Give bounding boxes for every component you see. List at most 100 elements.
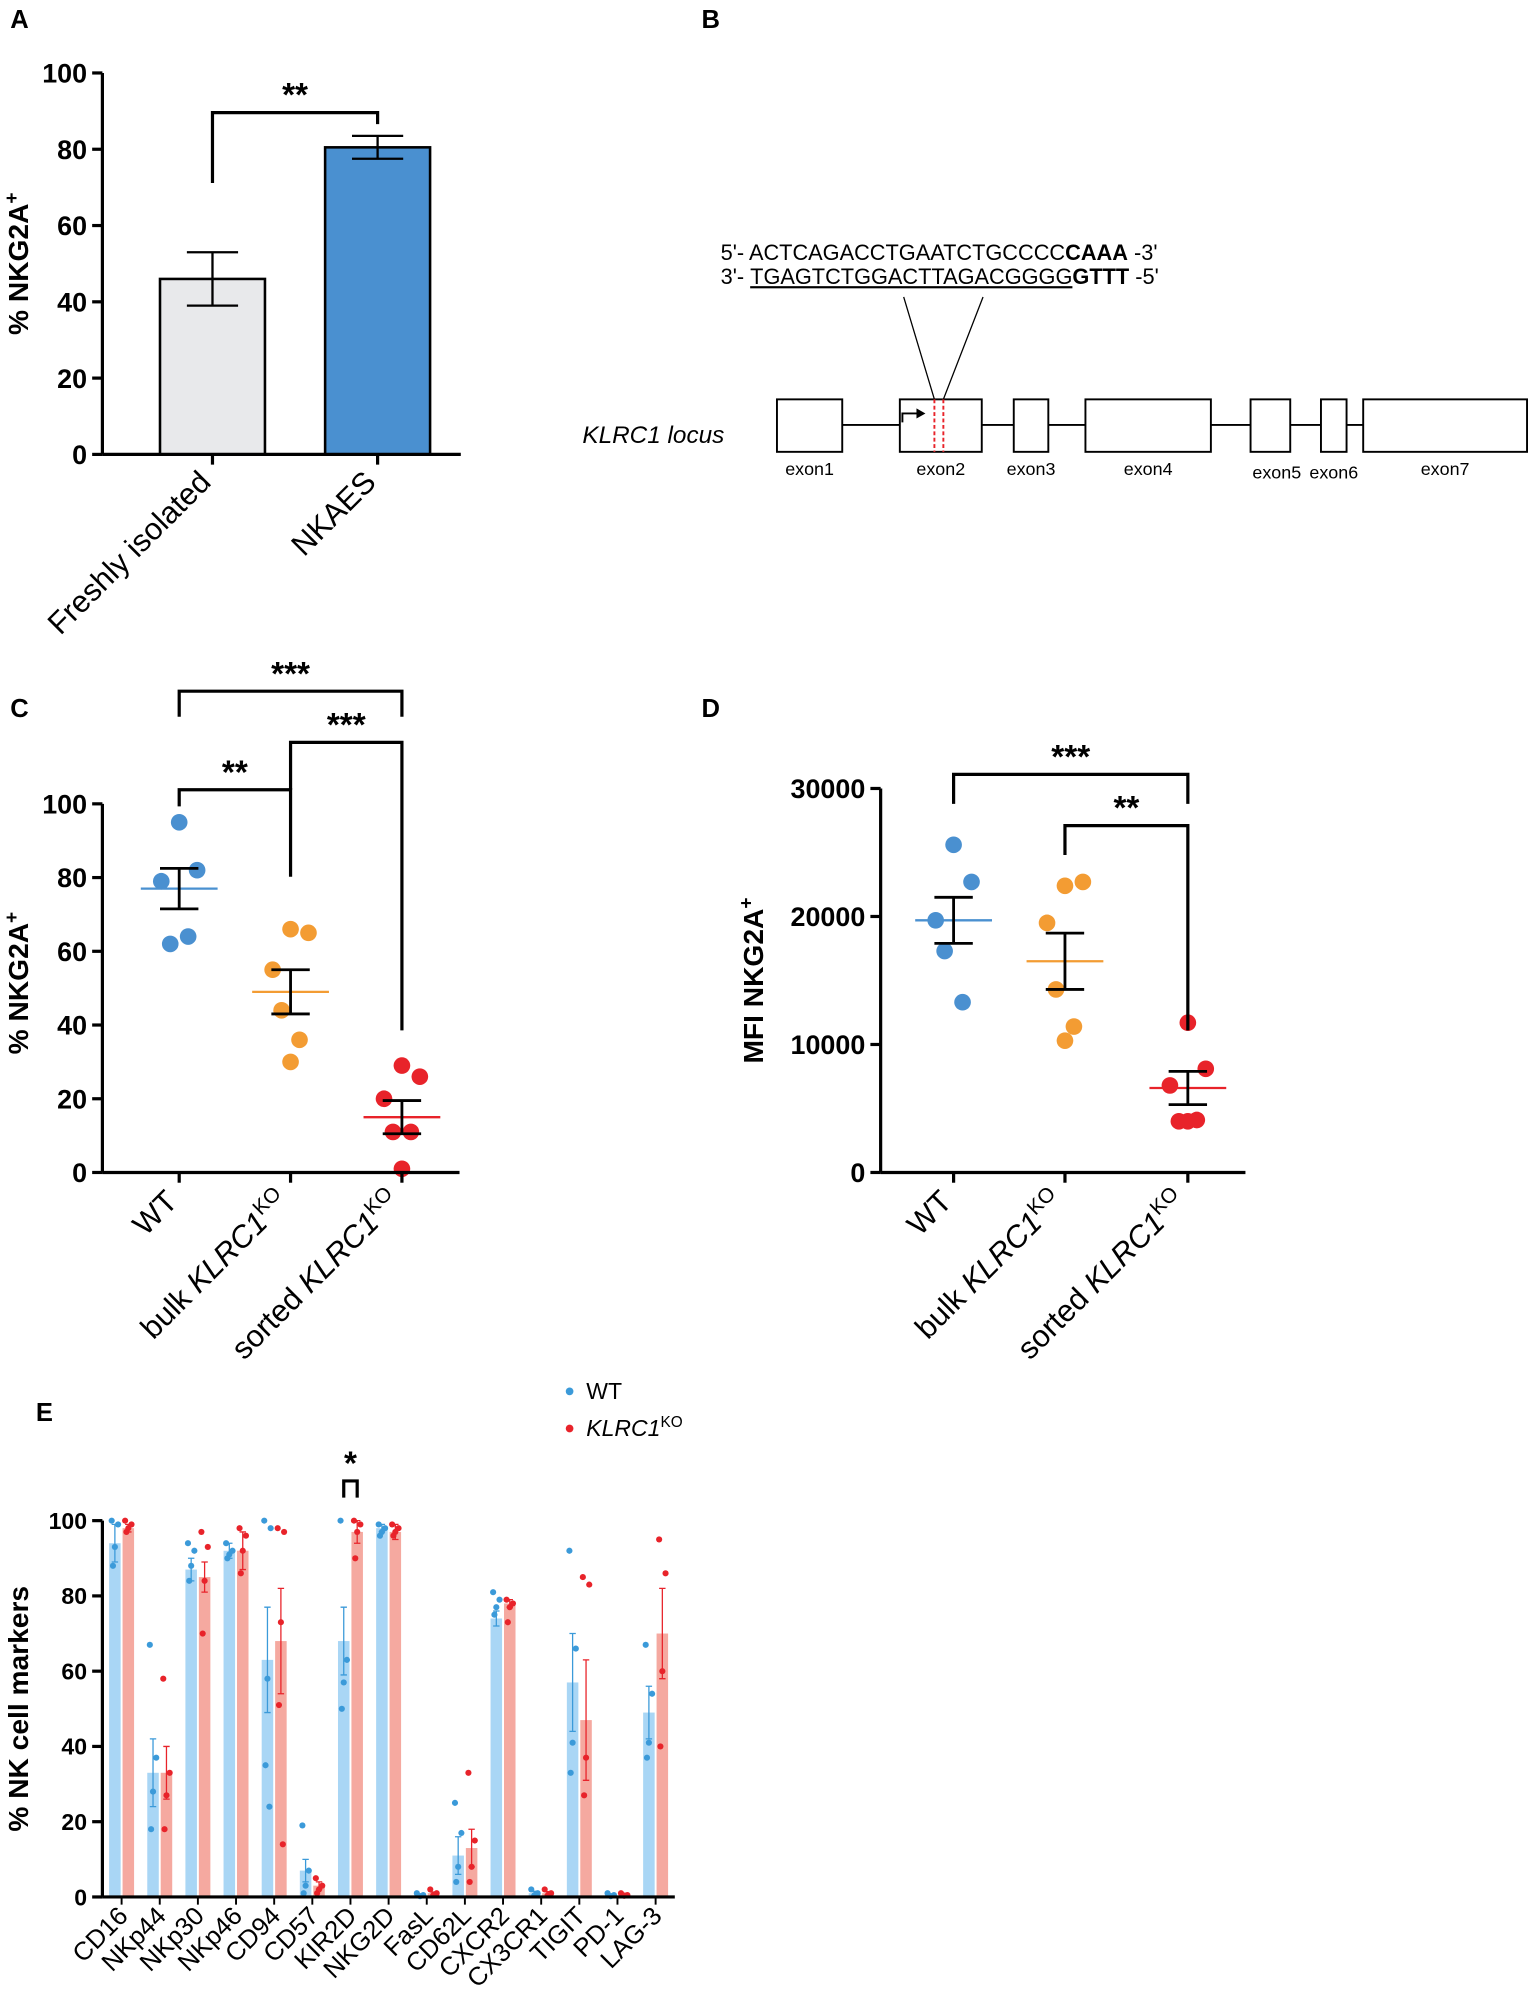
data-point [149, 1788, 157, 1795]
data-point [567, 1769, 574, 1776]
data-point [198, 1528, 205, 1536]
data-point [1038, 914, 1056, 932]
exon-label: exon7 [1421, 459, 1470, 479]
y-tick-label: 100 [42, 790, 87, 820]
bar [465, 1848, 478, 1897]
exon-label: exon3 [1007, 459, 1056, 479]
y-tick-label: 20000 [791, 902, 866, 932]
y-tick-label: 0 [850, 1158, 865, 1188]
data-point [963, 873, 980, 891]
bar [351, 1531, 363, 1897]
data-point [350, 1517, 358, 1524]
data-point [493, 1604, 500, 1611]
data-point [204, 1543, 211, 1551]
exon-box [898, 398, 983, 453]
y-axis-label: % NKG2A+ [2, 912, 34, 1055]
data-point [566, 1547, 573, 1554]
tss-arrow [901, 412, 922, 423]
data-point [122, 1517, 129, 1524]
data-point [528, 1886, 535, 1893]
y-axis-label-sup: + [737, 897, 758, 908]
data-point [352, 1555, 359, 1562]
exon-box [1012, 398, 1050, 453]
sem-bar [271, 968, 310, 1016]
error-bar [352, 134, 404, 160]
data-point [642, 1641, 649, 1648]
exon-label: exon2 [916, 459, 965, 479]
bar [376, 1528, 388, 1897]
exon-box [1362, 398, 1528, 453]
data-point [945, 836, 962, 854]
data-point [239, 1547, 246, 1554]
data-point [188, 1562, 195, 1569]
data-point [504, 1619, 511, 1626]
significance-bracket [177, 788, 293, 877]
data-point [201, 1577, 208, 1584]
y-tick-label: 0 [72, 440, 87, 470]
data-point [153, 1754, 160, 1761]
data-point [1197, 1060, 1215, 1078]
legend-label-sup: KO [660, 1414, 682, 1431]
data-point [109, 1562, 117, 1569]
panel-letter: C [10, 695, 28, 723]
y-tick-label: 60 [61, 1658, 87, 1684]
data-point [148, 1826, 155, 1833]
data-point [458, 1829, 465, 1837]
bar [504, 1603, 516, 1897]
data-point [305, 1867, 312, 1874]
data-point [1161, 1077, 1179, 1094]
legend-marker [565, 1387, 574, 1396]
data-point [453, 1878, 460, 1885]
locus-label: KLRC1 locus [582, 422, 724, 449]
data-point [465, 1769, 472, 1776]
data-point [170, 813, 188, 831]
data-point [466, 1878, 473, 1885]
exon-label: exon1 [785, 459, 834, 479]
sem-bar [1168, 1069, 1208, 1107]
data-point [343, 1656, 351, 1663]
sequence-part: -5' [1129, 264, 1159, 289]
error-bar [163, 1745, 170, 1800]
bar [656, 1633, 669, 1897]
panel-letter: A [10, 6, 28, 34]
y-axis-label: % NKG2A+ [2, 192, 34, 335]
significance-bracket [288, 740, 404, 1031]
data-point [503, 1596, 510, 1603]
data-point [411, 1068, 429, 1085]
data-point [649, 1690, 656, 1697]
bar [185, 1569, 197, 1897]
y-axis-label-sup: + [2, 912, 23, 923]
error-bar [186, 251, 239, 307]
data-point [569, 1739, 576, 1746]
y-tick-label: 60 [57, 211, 87, 241]
data-point [199, 1630, 206, 1637]
data-point [264, 1675, 271, 1682]
data-point [656, 1536, 663, 1543]
y-tick-label: 60 [57, 937, 87, 967]
sem-bar [1045, 931, 1085, 991]
data-point [389, 1521, 396, 1528]
bar [566, 1682, 579, 1897]
data-point [115, 1521, 122, 1528]
data-point [179, 928, 197, 945]
bar [122, 1528, 135, 1897]
data-point [954, 993, 971, 1011]
legend-marker [565, 1424, 574, 1433]
data-point [1065, 1018, 1083, 1035]
data-point [582, 1754, 590, 1761]
sequence-part: GTTT [1072, 264, 1129, 289]
data-point [275, 1701, 283, 1709]
significance-label: *** [271, 656, 310, 693]
data-point [300, 1890, 307, 1897]
data-point [267, 1525, 274, 1532]
error-bar [149, 1738, 157, 1808]
y-axis-label: MFI NKG2A+ [737, 897, 769, 1063]
data-point [338, 1705, 345, 1712]
exon-label: exon6 [1309, 463, 1358, 483]
data-point [237, 1570, 244, 1577]
exon-label: exon5 [1252, 463, 1301, 483]
y-tick-label: 100 [49, 1508, 87, 1534]
y-axis-label-sup: + [2, 192, 23, 203]
data-point [299, 1822, 306, 1829]
error-bar [277, 1587, 285, 1695]
